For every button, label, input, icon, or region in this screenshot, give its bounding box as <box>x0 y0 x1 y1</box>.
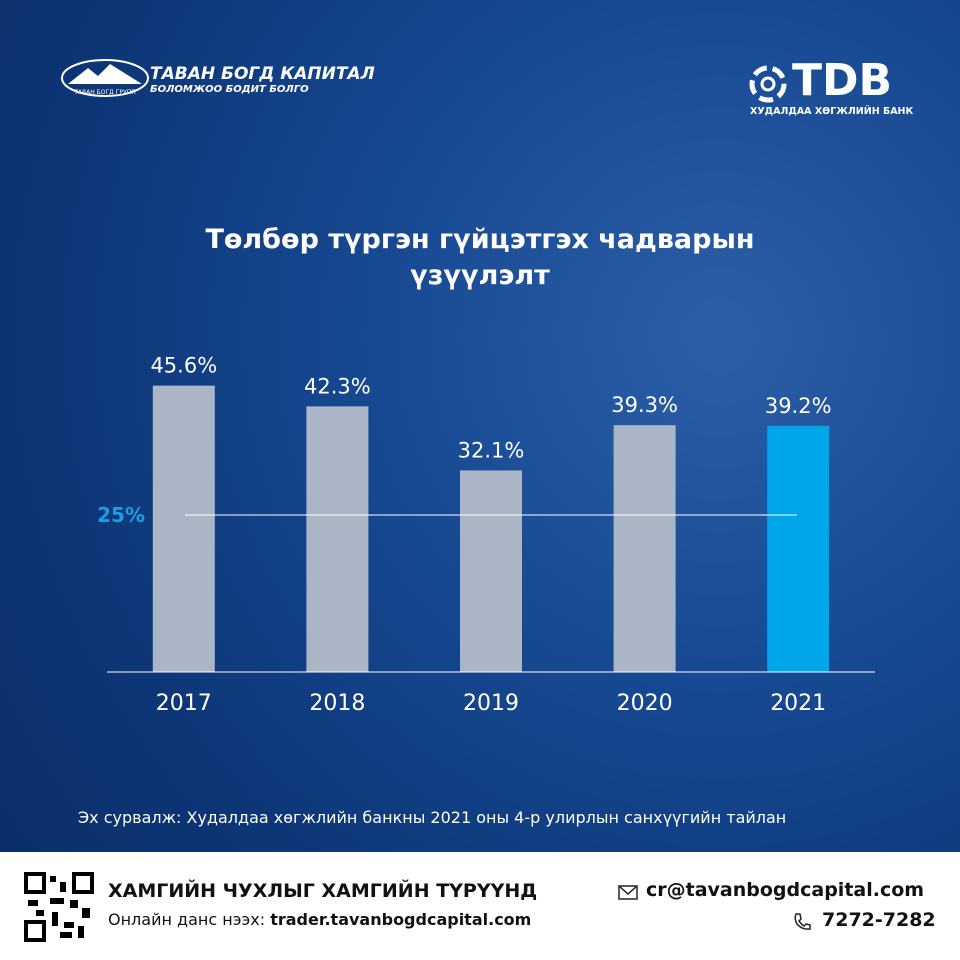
chart-title: Төлбөр түргэн гүйцэтгэх чадварын үзүүлэл… <box>205 224 755 291</box>
x-tick-label: 2018 <box>309 691 365 716</box>
account-row: Онлайн данс нээх: trader.tavanbogdcapita… <box>108 910 531 929</box>
right-logo-emblem <box>749 65 787 103</box>
qr-code <box>24 872 94 942</box>
x-tick-label: 2021 <box>770 691 826 716</box>
phone-icon <box>794 913 811 930</box>
x-tick-label: 2020 <box>617 691 673 716</box>
bar <box>460 470 522 672</box>
value-label: 42.3% <box>304 374 371 398</box>
x-tick-label: 2019 <box>463 691 519 716</box>
x-tick-label: 2017 <box>156 691 212 716</box>
right-logo-subtitle: ХУДАЛДАА ХӨГЖЛИЙН БАНК <box>750 106 914 117</box>
bar <box>613 425 676 672</box>
reference-label: 25% <box>97 503 145 527</box>
bar <box>306 406 369 672</box>
left-logo-emblem: ТАВАН БОГД ГРУПП <box>61 59 149 97</box>
account-url: trader.tavanbogdcapital.com <box>270 910 532 929</box>
right-logo-title: TDB <box>792 55 893 106</box>
value-label: 39.3% <box>611 393 678 417</box>
bar <box>767 425 830 672</box>
email: cr@tavanbogdcapital.com <box>646 879 925 901</box>
slogan: ХАМГИЙН ЧУХЛЫГ ХАМГИЙН ТҮРҮҮНД <box>108 880 538 902</box>
left-logo-subtitle: БОЛОМЖОО БОДИТ БОЛГО <box>150 84 309 95</box>
bar <box>152 385 215 672</box>
left-logo-title: ТАВАН БОГД КАПИТАЛ <box>150 64 375 84</box>
value-label: 45.6% <box>150 354 217 378</box>
chart: 45.6% 2017 42.3% 2018 32.1% 2019 39.3% 2020 39.2… <box>97 354 832 716</box>
value-label: 39.2% <box>765 394 832 418</box>
account-label: Онлайн данс нээх: <box>108 910 266 929</box>
phone: 7272-7282 <box>822 909 936 931</box>
footer: ХАМГИЙН ЧУХЛЫГ ХАМГИЙН ТҮРҮҮНД Онлайн да… <box>0 852 960 960</box>
email-icon <box>618 885 638 900</box>
emblem-text: ТАВАН БОГД ГРУПП <box>73 89 135 96</box>
source: Эх сурвалж: Худалдаа хөгжлийн банкны 202… <box>78 808 787 827</box>
value-label: 32.1% <box>458 438 525 462</box>
